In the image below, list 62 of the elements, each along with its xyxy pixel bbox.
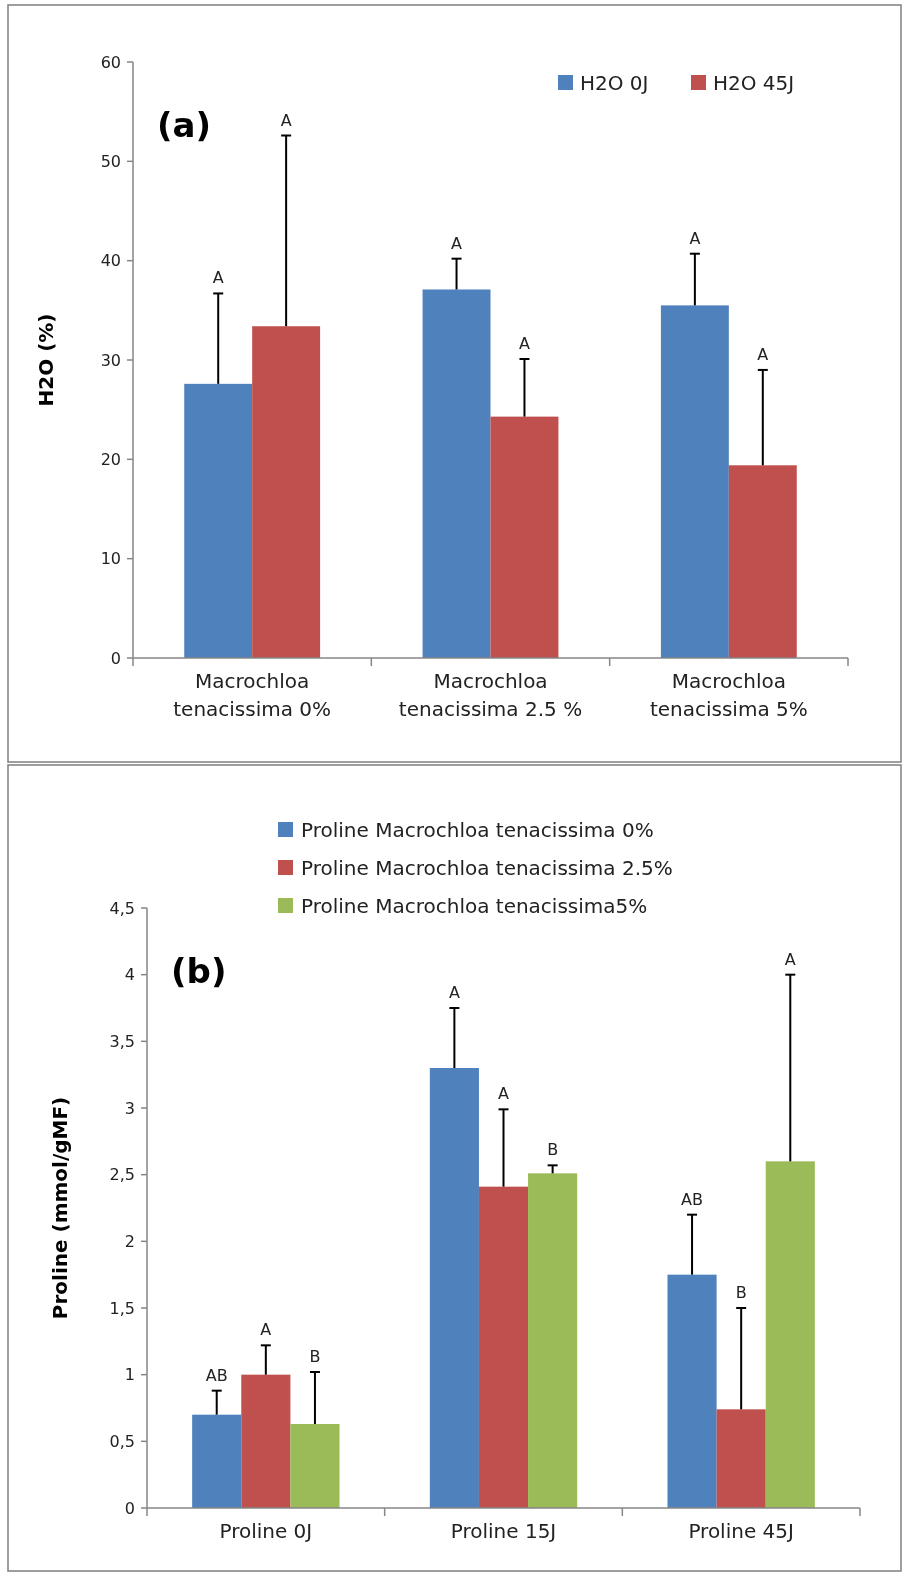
legend-label: H2O 0J [580, 71, 649, 95]
legend-label: Proline Macrochloa tenacissima5% [301, 894, 648, 918]
annotation: A [757, 344, 769, 364]
bar [716, 1409, 766, 1508]
legend-label: H2O 45J [713, 71, 795, 95]
bar [478, 1186, 529, 1508]
y-tick-label: 0,5 [109, 1431, 135, 1451]
bar [429, 1068, 479, 1508]
y-tick-label: 1 [124, 1365, 135, 1385]
bar [528, 1173, 578, 1508]
bar [241, 1374, 291, 1508]
y-tick-label: 4 [124, 965, 135, 985]
annotation: B [547, 1140, 559, 1160]
annotation: AB [205, 1365, 228, 1385]
bar [422, 289, 491, 658]
legend-label: Proline Macrochloa tenacissima 0% [301, 818, 654, 842]
x-tick-label: Proline 15J [450, 1519, 557, 1543]
y-tick-label: 30 [100, 350, 121, 370]
annotation: A [689, 228, 701, 248]
bar [252, 326, 321, 658]
bar [728, 465, 797, 658]
x-tick-label: Macrochloa tenacissima 2.5 % [398, 669, 583, 721]
y-tick-label: 60 [100, 52, 121, 72]
annotation: B [309, 1347, 321, 1366]
annotation: AB [681, 1189, 704, 1209]
x-tick-label: Proline 0J [219, 1519, 313, 1543]
annotation: A [784, 949, 796, 969]
y-tick-label: 2 [124, 1231, 135, 1251]
bar [290, 1424, 340, 1508]
annotation: (a) [157, 105, 212, 145]
y-tick-label: 3 [124, 1098, 135, 1118]
legend-label: Proline Macrochloa tenacissima 2.5% [301, 856, 673, 880]
y-tick-label: 50 [100, 151, 121, 171]
y-tick-label: 2,5 [109, 1165, 135, 1185]
bar [490, 416, 559, 658]
bar [765, 1161, 815, 1508]
annotation: A [498, 1084, 510, 1104]
y-tick-label: 3,5 [109, 1031, 135, 1051]
y-tick-label: 0 [110, 648, 121, 668]
y-tick-label: 1,5 [109, 1298, 135, 1318]
annotation: A [518, 334, 530, 354]
bar [192, 1414, 242, 1508]
annotation: A [260, 1320, 272, 1340]
annotation: B [735, 1283, 747, 1302]
x-tick-label: Proline 45J [688, 1519, 794, 1543]
y-axis-title: H2O (%) [34, 313, 58, 407]
annotation: A [212, 268, 224, 288]
x-tick-label: Macrochloa tenacissima 5% [649, 669, 808, 721]
bar [667, 1274, 717, 1508]
y-tick-label: 4,5 [109, 898, 135, 918]
bar [184, 383, 253, 658]
annotation: (b) [171, 951, 227, 991]
annotation: A [448, 983, 460, 1002]
annotation: A [451, 233, 463, 253]
bar [660, 305, 729, 658]
y-tick-label: 20 [100, 449, 121, 469]
x-tick-label: Macrochloa tenacissima 0% [173, 669, 332, 721]
y-tick-label: 0 [124, 1498, 135, 1518]
y-axis-title: Proline (mmol/gMF) [48, 1096, 72, 1320]
y-tick-label: 10 [100, 549, 121, 569]
y-tick-label: 40 [100, 251, 121, 271]
annotation: A [280, 110, 292, 130]
